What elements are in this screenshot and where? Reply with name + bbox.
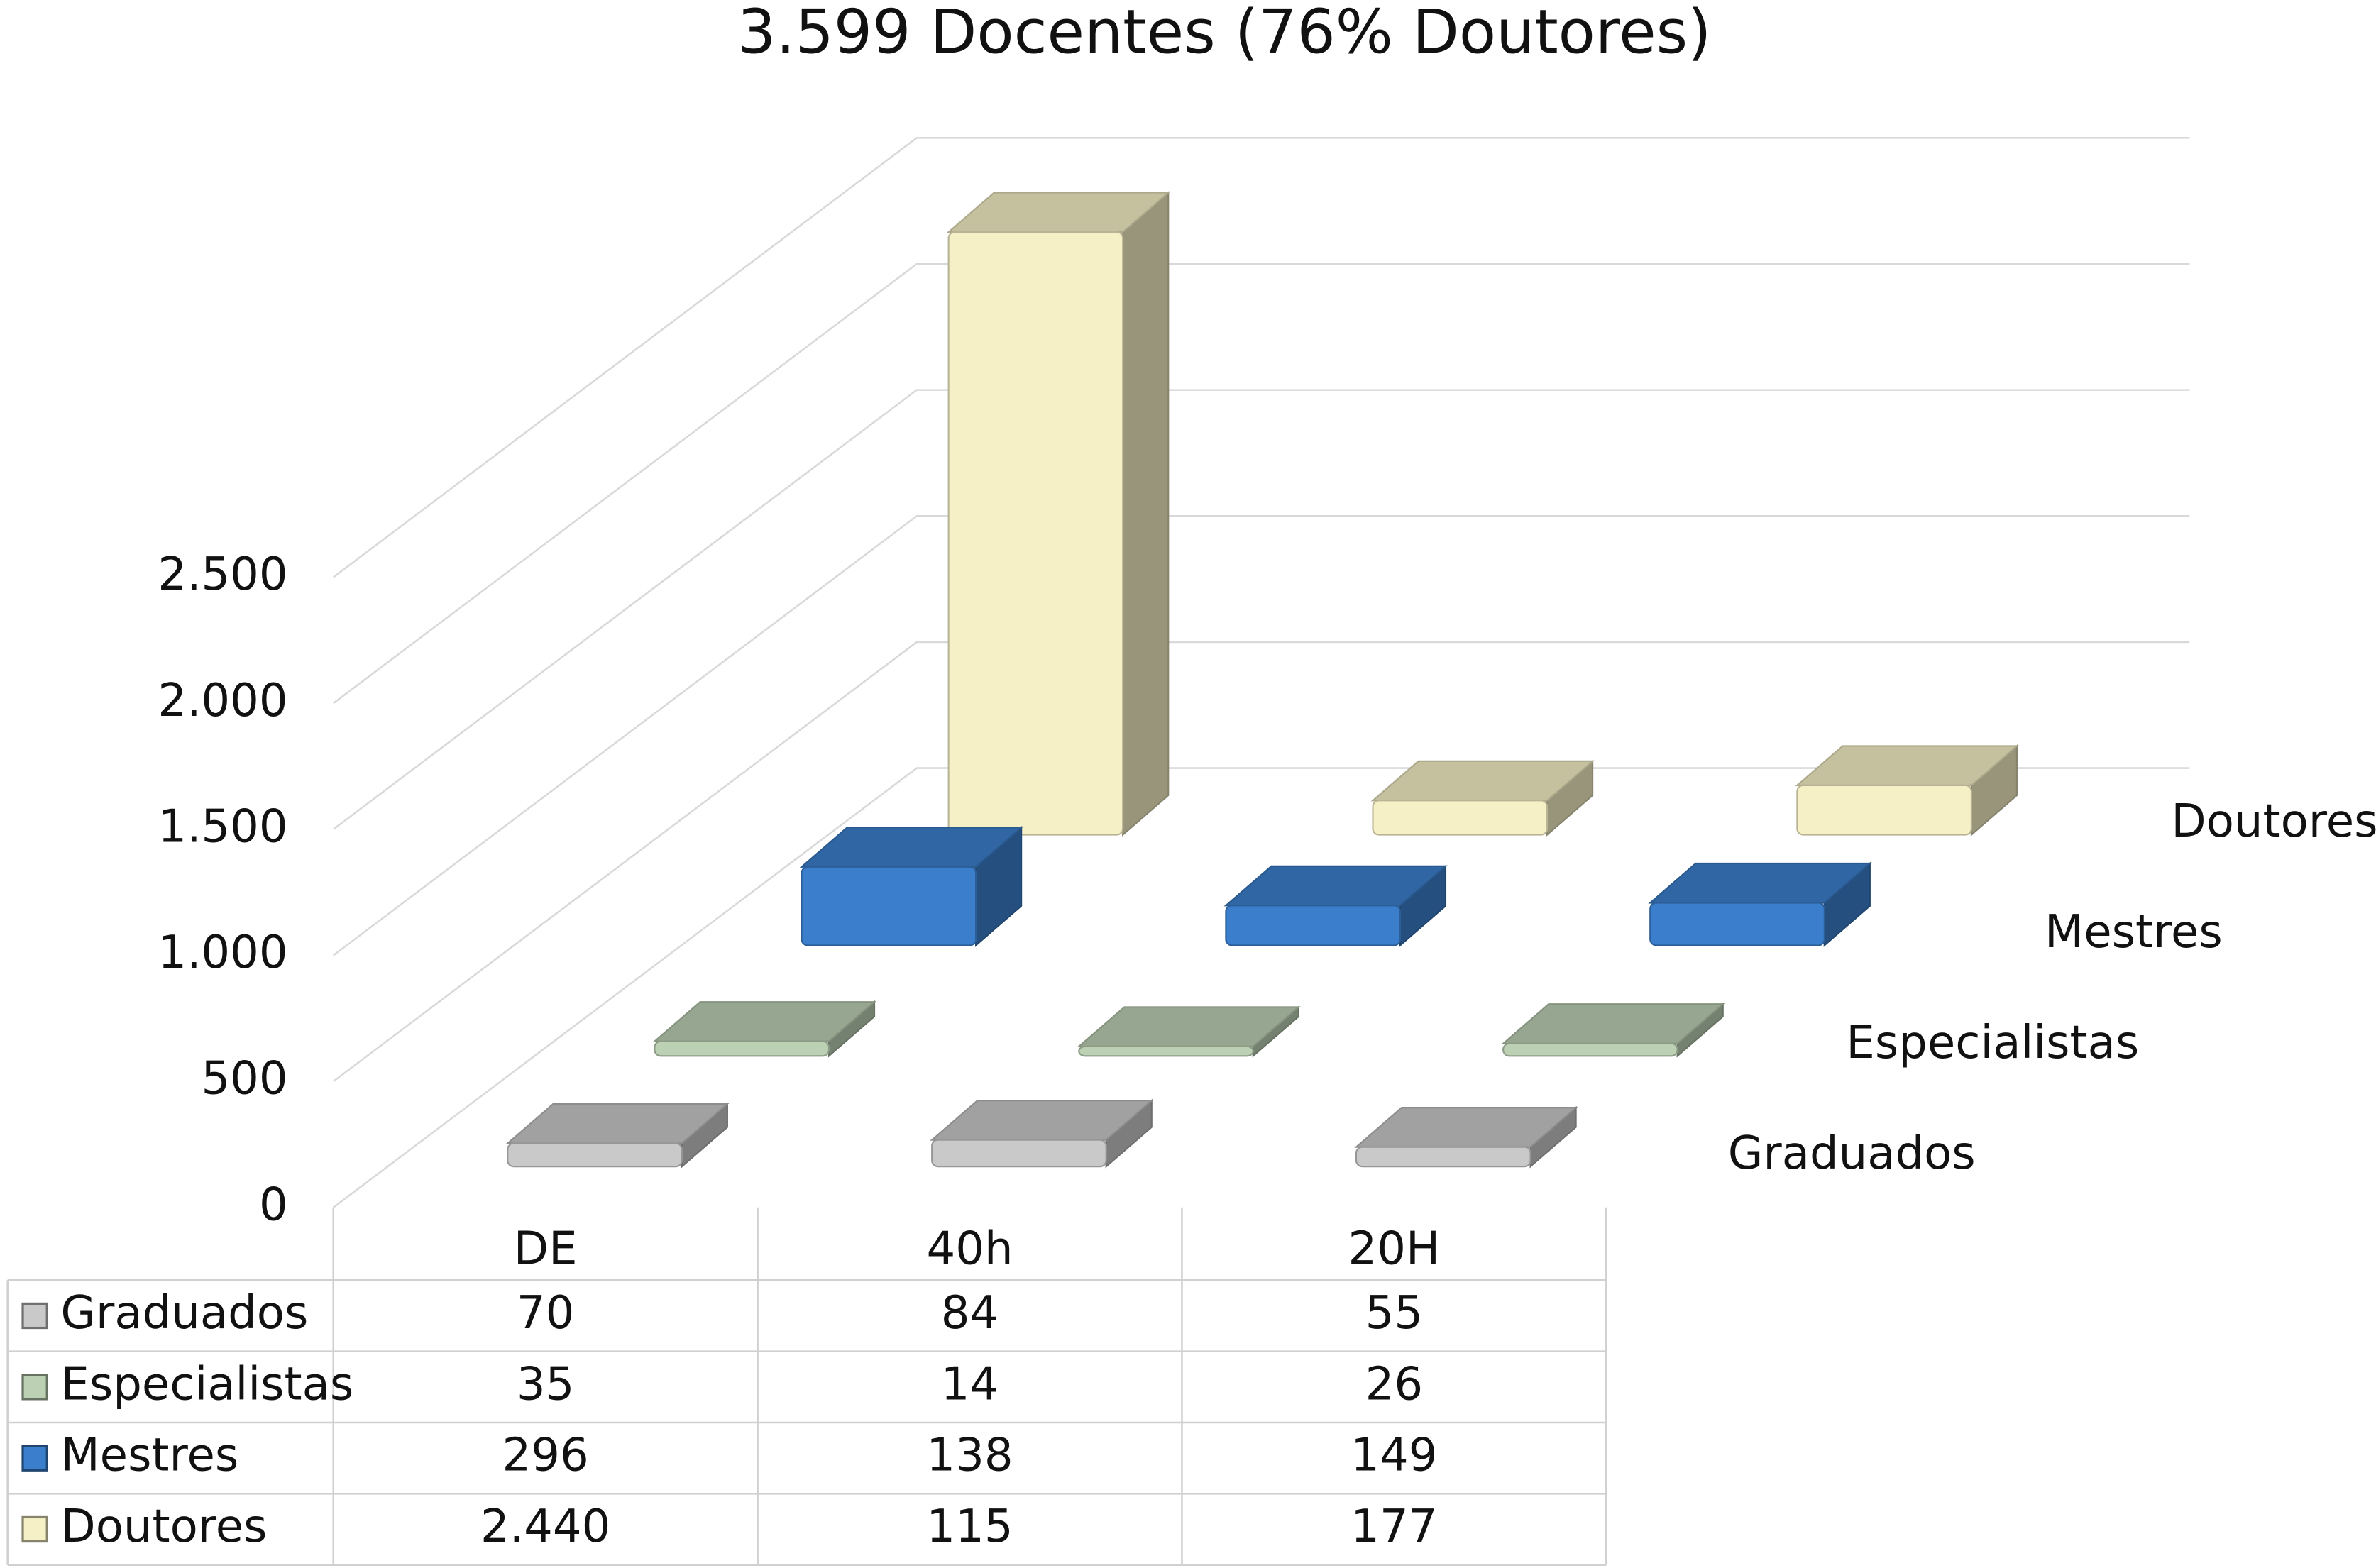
bar: [931, 1139, 1107, 1168]
bar: [1078, 1045, 1254, 1057]
series-label: Doutores: [2171, 795, 2376, 848]
x-tick-label: 40h: [926, 1222, 1013, 1275]
table-cell: 14: [941, 1358, 999, 1410]
y-tick-label: 500: [201, 1053, 287, 1105]
bar: [1355, 1146, 1531, 1168]
legend-label: Doutores: [60, 1501, 267, 1553]
x-tick-label: 20H: [1348, 1222, 1441, 1275]
series-label: Graduados: [1728, 1127, 1976, 1180]
legend-label: Graduados: [60, 1287, 308, 1340]
bar: [1372, 800, 1549, 836]
x-tick-label: DE: [514, 1222, 578, 1275]
bar: [1502, 1042, 1678, 1057]
table-cell: 2.440: [480, 1501, 610, 1553]
table-cell: 26: [1365, 1358, 1424, 1410]
table-cell: 55: [1365, 1287, 1424, 1340]
table-cell: 70: [517, 1287, 574, 1340]
grid-line: [332, 389, 2190, 830]
legend-key: [21, 1445, 48, 1472]
table-cell: 84: [941, 1287, 999, 1340]
legend-label: Especialistas: [60, 1358, 353, 1410]
y-tick-label: 2.500: [158, 548, 287, 601]
bar: [1649, 902, 1825, 946]
grid-line: [332, 767, 2190, 1208]
y-tick-label: 2.000: [158, 675, 287, 727]
table-cell: 296: [502, 1430, 589, 1482]
bar: [507, 1142, 683, 1168]
legend-label: Mestres: [60, 1430, 238, 1482]
y-tick-label: 0: [259, 1178, 288, 1231]
table-cell: 138: [926, 1430, 1013, 1482]
grid-line: [332, 641, 2190, 1083]
bar-side: [1122, 191, 1170, 837]
y-tick-label: 1.500: [158, 800, 287, 853]
legend-key: [21, 1374, 48, 1401]
series-label: Especialistas: [1846, 1017, 2139, 1069]
table-cell: 177: [1351, 1501, 1437, 1553]
grid-line: [332, 137, 2190, 578]
bar: [947, 231, 1124, 836]
bar: [654, 1040, 830, 1057]
bar: [1796, 784, 1972, 836]
grid-line: [332, 263, 2190, 705]
legend-key: [21, 1515, 48, 1543]
legend-key: [21, 1302, 48, 1330]
bar: [801, 866, 977, 946]
table-cell: 35: [517, 1358, 574, 1410]
table-cell: 149: [1351, 1430, 1437, 1482]
bar: [1225, 905, 1401, 946]
series-label: Mestres: [2045, 906, 2223, 959]
grid-line: [332, 515, 2190, 956]
y-tick-label: 1.000: [158, 927, 287, 979]
chart-title: 3.599 Docentes (76% Doutores): [737, 0, 1712, 68]
table-cell: 115: [926, 1501, 1013, 1553]
